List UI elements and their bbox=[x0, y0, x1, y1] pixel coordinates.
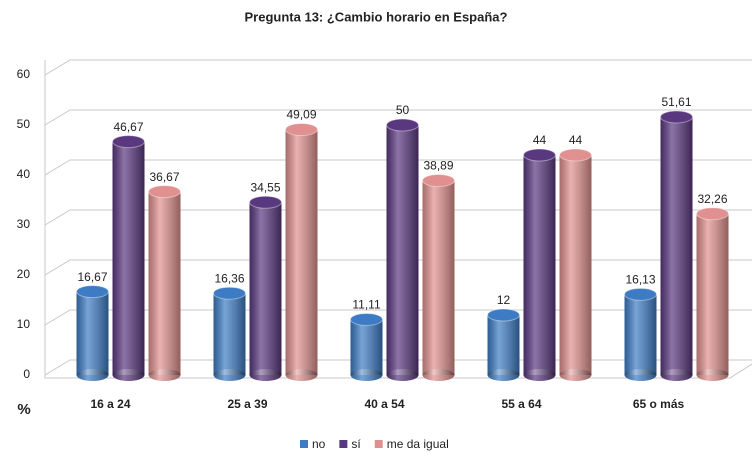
data-label: 11,11 bbox=[352, 298, 381, 312]
bar-shade bbox=[660, 116, 693, 375]
y-tick-label: 50 bbox=[17, 117, 31, 131]
legend-swatch bbox=[339, 440, 348, 448]
bar-shade bbox=[213, 293, 246, 375]
bar-top bbox=[660, 110, 693, 124]
bar-top bbox=[523, 148, 556, 162]
bar-top bbox=[148, 185, 181, 199]
x-tick-label: 55 a 64 bbox=[501, 397, 541, 411]
bar-shade bbox=[112, 141, 145, 375]
bar-top bbox=[112, 135, 145, 149]
legend-swatch bbox=[374, 440, 383, 448]
legend-swatch bbox=[300, 440, 308, 448]
grid-line bbox=[44, 59, 752, 76]
data-label: 49,09 bbox=[286, 108, 316, 122]
bar-shade bbox=[696, 213, 729, 375]
bar-top bbox=[386, 118, 419, 132]
bar-shade bbox=[559, 155, 592, 375]
bar-top bbox=[422, 174, 455, 188]
legend-label: sí bbox=[351, 437, 361, 451]
bar-shade bbox=[76, 291, 109, 375]
y-tick-label: 20 bbox=[17, 267, 31, 281]
bar-shade bbox=[148, 191, 181, 375]
bar-top bbox=[487, 308, 520, 322]
bar-shade bbox=[285, 129, 318, 375]
data-label: 16,36 bbox=[214, 271, 244, 285]
bar-top bbox=[76, 285, 109, 299]
bar-shade bbox=[523, 155, 556, 375]
bar-top bbox=[285, 123, 318, 137]
data-label: 44 bbox=[569, 133, 583, 147]
axis-frame bbox=[44, 60, 752, 379]
y-tick-label: 0 bbox=[23, 367, 30, 381]
data-label: 46,67 bbox=[113, 120, 143, 134]
data-label: 32,26 bbox=[697, 192, 727, 206]
data-label: 36,67 bbox=[149, 170, 179, 184]
bar-shade bbox=[487, 315, 520, 375]
bar-shade bbox=[350, 319, 383, 375]
bar-top bbox=[249, 195, 282, 209]
data-label: 44 bbox=[533, 133, 547, 147]
grid-line bbox=[44, 109, 752, 126]
bar-top bbox=[624, 287, 657, 301]
data-label: 50 bbox=[396, 103, 410, 117]
x-tick-label: 16 a 24 bbox=[90, 397, 130, 411]
data-label: 12 bbox=[497, 293, 511, 307]
data-label: 51,61 bbox=[661, 95, 691, 109]
bar-top bbox=[696, 207, 729, 221]
x-tick-label: 40 a 54 bbox=[364, 397, 404, 411]
bar-shade bbox=[422, 180, 455, 375]
x-tick-label: 25 a 39 bbox=[227, 397, 267, 411]
data-label: 38,89 bbox=[423, 159, 453, 173]
legend-label: no bbox=[312, 437, 326, 451]
data-label: 16,13 bbox=[625, 273, 655, 287]
bar-shade bbox=[249, 202, 282, 375]
y-tick-label: 60 bbox=[17, 67, 31, 81]
bar-top bbox=[559, 148, 592, 162]
legend-label: me da igual bbox=[387, 437, 449, 451]
bar-shade bbox=[624, 294, 657, 375]
data-label: 16,67 bbox=[77, 270, 107, 284]
x-tick-label: 65 o más bbox=[633, 397, 685, 411]
data-label: 34,55 bbox=[250, 180, 280, 194]
bar-top bbox=[213, 286, 246, 300]
bar-top bbox=[350, 312, 383, 326]
bar-shade bbox=[386, 125, 419, 375]
y-tick-label: 40 bbox=[17, 167, 31, 181]
y-tick-label: 30 bbox=[17, 217, 31, 231]
y-tick-label: 10 bbox=[17, 317, 31, 331]
y-axis-label: % bbox=[17, 401, 30, 418]
chart-title: Pregunta 13: ¿Cambio horario en España? bbox=[245, 9, 508, 24]
